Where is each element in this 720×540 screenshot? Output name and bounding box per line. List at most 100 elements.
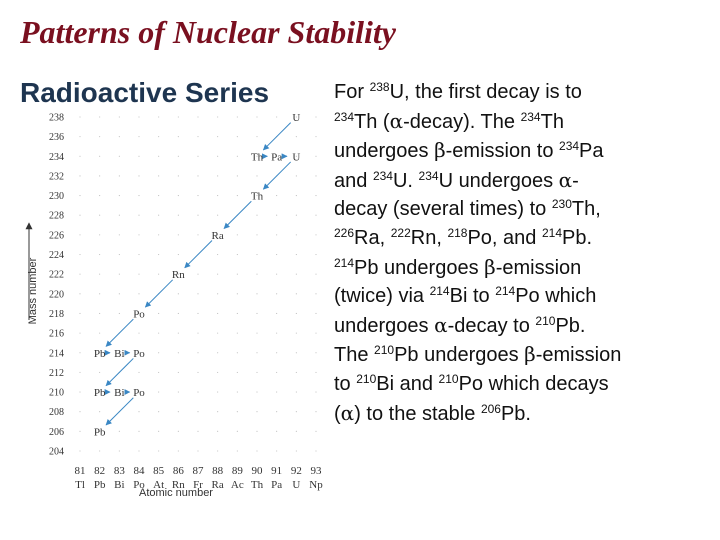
mass-number-superscript: 230	[551, 197, 572, 212]
grid-dot	[158, 371, 160, 373]
mass-number-superscript: 210	[356, 371, 377, 386]
grid-dot	[197, 273, 199, 275]
grid-dot	[217, 234, 219, 236]
description-fragment: -emission to	[445, 140, 560, 163]
grid-dot	[295, 214, 297, 216]
grid-dot	[79, 411, 81, 413]
grid-dot	[99, 391, 101, 393]
grid-dot	[118, 155, 120, 157]
description-fragment: undergoes	[334, 314, 435, 337]
grid-dot	[177, 253, 179, 256]
description-fragment: Th (	[354, 110, 390, 133]
x-tick-symbol: Rn	[172, 479, 185, 491]
grid-dot	[118, 293, 120, 295]
grid-dot	[118, 136, 120, 138]
greek-symbol: β	[524, 342, 536, 367]
mass-number-superscript: 210	[438, 371, 459, 386]
grid-dot	[236, 430, 238, 432]
grid-dot	[217, 430, 219, 432]
grid-dot	[276, 155, 278, 157]
grid-dot	[315, 136, 317, 138]
y-tick-label: 228	[49, 211, 64, 222]
grid-dot	[217, 116, 219, 118]
grid-dot	[138, 371, 140, 373]
grid-dot	[138, 293, 140, 295]
nuclide-label: Po	[133, 308, 145, 320]
alpha-decay-arrow	[184, 240, 213, 269]
x-tick-symbol: Ac	[231, 479, 244, 491]
grid-dot	[138, 332, 140, 334]
y-tick-label: 216	[49, 329, 64, 340]
grid-dot	[315, 214, 317, 216]
grid-dot	[236, 411, 238, 413]
description-line: (α) to the stable 206Pb.	[334, 399, 714, 429]
grid-dot	[295, 293, 297, 295]
grid-dot	[315, 391, 317, 393]
y-tick-label: 232	[49, 171, 64, 182]
description-line: and 234U. 234U undergoes α-	[334, 166, 714, 196]
grid-dot	[138, 136, 140, 138]
grid-dot	[295, 450, 297, 452]
grid-dot	[236, 195, 238, 197]
decay-series-chart: U Th Pa U Th Ra Rn Po Pb Bi Po Pb Bi Po Pb 204 206 208 21…	[25, 112, 323, 499]
grid-dot	[177, 430, 179, 432]
grid-dot	[276, 273, 278, 275]
grid-dot	[256, 273, 258, 275]
grid-dot	[177, 273, 179, 275]
grid-dot	[315, 332, 317, 334]
grid-dot	[158, 214, 160, 216]
description-fragment: Bi to	[449, 285, 496, 308]
description-fragment: For	[334, 81, 370, 103]
grid-dot	[256, 214, 258, 216]
description-fragment: -decay). The	[403, 110, 521, 133]
description-fragment: -decay to	[447, 314, 536, 337]
x-tick-label: 84	[134, 465, 146, 477]
description-fragment: Pb.	[555, 314, 586, 337]
grid-dot	[99, 371, 101, 373]
description-fragment: Pb undergoes	[394, 344, 525, 367]
grid-dot	[158, 273, 160, 275]
grid-dot	[79, 116, 81, 118]
grid-dot	[295, 411, 297, 413]
description-line: (twice) via 214Bi to 214Po which	[334, 282, 714, 311]
grid-dot	[79, 293, 81, 295]
grid-dot	[295, 136, 297, 138]
grid-dot	[276, 214, 278, 216]
x-tick-label: 90	[252, 465, 264, 477]
description-fragment: Ra,	[354, 226, 391, 249]
grid-dot	[295, 352, 297, 354]
description-fragment: -	[572, 169, 579, 192]
x-tick-symbol: Fr	[193, 479, 203, 491]
grid-dot	[217, 391, 219, 393]
grid-dot	[79, 273, 81, 275]
y-tick-label: 206	[49, 427, 64, 438]
grid-dot	[79, 195, 81, 197]
description-fragment: Pa	[579, 140, 604, 163]
grid-dot	[197, 312, 199, 315]
grid-dot	[118, 214, 120, 216]
y-tick-label: 220	[49, 289, 64, 300]
alpha-decay-arrow	[262, 122, 292, 151]
grid-dot	[197, 352, 199, 354]
grid-dot	[217, 312, 219, 315]
grid-dot	[236, 175, 238, 177]
mass-number-superscript: 234	[334, 109, 355, 124]
y-tick-label: 236	[49, 132, 64, 143]
grid-dot	[295, 253, 297, 256]
grid-dot	[295, 371, 297, 373]
description-fragment: undergoes	[334, 140, 435, 163]
grid-dot	[158, 312, 160, 315]
grid-dot	[99, 332, 101, 334]
nuclide-label: Po	[133, 387, 145, 399]
grid-dot	[177, 155, 179, 157]
grid-dot	[217, 411, 219, 413]
mass-number-superscript: 210	[535, 313, 556, 328]
grid-dot	[79, 450, 81, 452]
mass-number-superscript: 206	[480, 401, 501, 416]
grid-dot	[158, 411, 160, 413]
y-tick-label: 204	[49, 447, 64, 458]
grid-dot	[236, 391, 238, 393]
grid-dot	[118, 352, 120, 354]
mass-number-superscript: 214	[495, 284, 516, 299]
grid-dot	[217, 371, 219, 373]
